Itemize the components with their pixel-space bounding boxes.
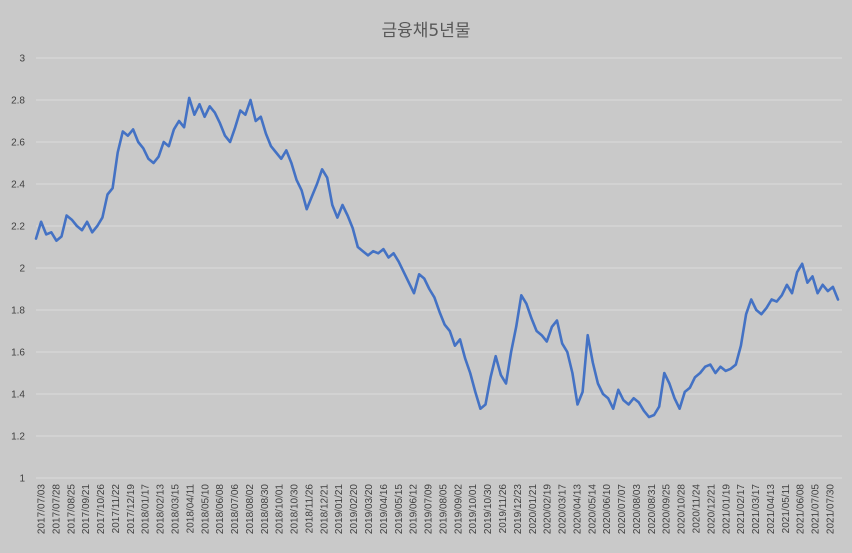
x-tick-label: 2020/07/07 xyxy=(617,484,628,534)
y-tick-label: 2 xyxy=(19,264,25,275)
x-tick-label: 2019/10/01 xyxy=(468,484,479,534)
x-tick-label: 2019/02/20 xyxy=(349,484,360,534)
x-tick-label: 2017/07/28 xyxy=(51,484,62,534)
x-tick-label: 2017/07/03 xyxy=(37,484,48,534)
x-tick-label: 2021/01/19 xyxy=(721,484,732,534)
y-tick-label: 2.4 xyxy=(11,180,25,191)
x-tick-label: 2019/11/26 xyxy=(498,484,509,534)
x-tick-label: 2020/02/19 xyxy=(543,484,554,534)
x-tick-label: 2019/04/16 xyxy=(379,484,390,534)
series-layer xyxy=(34,96,840,419)
x-axis-ticks: 2017/07/03 2017/07/28 2017/08/25 2017/09/21… xyxy=(37,484,837,534)
y-tick-label: 2.8 xyxy=(11,96,25,107)
x-tick-label: 2019/05/15 xyxy=(394,484,405,534)
x-tick-label: 2019/07/09 xyxy=(424,484,435,534)
y-tick-label: 1.2 xyxy=(11,432,25,443)
x-tick-label: 2018/03/15 xyxy=(170,484,181,534)
x-tick-label: 2019/10/30 xyxy=(483,484,494,534)
y-tick-label: 2.6 xyxy=(11,138,25,149)
x-tick-label: 2017/10/26 xyxy=(96,484,107,534)
x-tick-label: 2020/04/13 xyxy=(572,484,583,534)
x-tick-label: 2018/11/26 xyxy=(304,484,315,534)
chart-title: 금융채5년물 xyxy=(381,21,470,41)
x-tick-label: 2021/02/17 xyxy=(736,484,747,534)
x-tick-label: 2020/03/17 xyxy=(558,484,569,534)
series-line xyxy=(34,96,840,419)
y-tick-label: 3 xyxy=(19,54,25,65)
x-tick-label: 2021/05/11 xyxy=(781,484,792,534)
y-axis-ticks: 1 1.2 1.4 1.6 1.8 2 2.2 2.4 2.6 2.8 3 xyxy=(11,54,25,485)
x-tick-label: 2019/12/23 xyxy=(513,484,524,534)
x-tick-label: 2020/12/21 xyxy=(706,484,717,534)
y-tick-label: 2.2 xyxy=(11,222,25,233)
x-tick-label: 2020/10/28 xyxy=(677,484,688,534)
x-tick-label: 2018/12/21 xyxy=(319,484,330,534)
x-tick-label: 2020/08/03 xyxy=(632,484,643,534)
y-tick-label: 1.8 xyxy=(11,306,25,317)
x-tick-label: 2017/08/25 xyxy=(66,484,77,534)
x-tick-label: 2020/08/31 xyxy=(647,484,658,534)
x-tick-label: 2021/07/05 xyxy=(811,484,822,534)
x-tick-label: 2018/08/30 xyxy=(260,484,271,534)
gridlines xyxy=(36,57,842,479)
y-tick-label: 1.6 xyxy=(11,348,25,359)
y-tick-label: 1.4 xyxy=(11,390,25,401)
x-tick-label: 2019/08/05 xyxy=(438,484,449,534)
x-tick-label: 2019/06/12 xyxy=(409,484,420,534)
x-tick-label: 2019/03/20 xyxy=(364,484,375,534)
x-tick-label: 2021/06/08 xyxy=(796,484,807,534)
x-tick-label: 2021/04/13 xyxy=(766,484,777,534)
x-tick-label: 2017/12/19 xyxy=(126,484,137,534)
x-tick-label: 2018/01/17 xyxy=(141,484,152,534)
x-tick-label: 2018/05/10 xyxy=(200,484,211,534)
x-tick-label: 2020/11/24 xyxy=(692,484,703,534)
x-tick-label: 2018/06/08 xyxy=(215,484,226,534)
x-tick-label: 2018/10/01 xyxy=(275,484,286,534)
x-tick-label: 2017/09/21 xyxy=(81,484,92,534)
x-tick-label: 2019/01/21 xyxy=(334,484,345,534)
x-tick-label: 2019/09/02 xyxy=(453,484,464,534)
x-tick-label: 2021/07/30 xyxy=(826,484,837,534)
x-tick-label: 2021/03/17 xyxy=(751,484,762,534)
x-tick-label: 2018/08/02 xyxy=(245,484,256,534)
x-tick-label: 2020/09/25 xyxy=(662,484,673,534)
x-tick-label: 2018/07/06 xyxy=(230,484,241,534)
x-tick-label: 2018/10/30 xyxy=(290,484,301,534)
x-tick-label: 2020/06/10 xyxy=(602,484,613,534)
x-tick-label: 2020/05/14 xyxy=(587,484,598,534)
x-tick-label: 2020/01/21 xyxy=(528,484,539,534)
x-tick-label: 2017/11/22 xyxy=(111,484,122,534)
x-tick-label: 2018/04/11 xyxy=(185,484,196,534)
x-tick-label: 2018/02/13 xyxy=(156,484,167,534)
y-tick-label: 1 xyxy=(19,474,25,485)
